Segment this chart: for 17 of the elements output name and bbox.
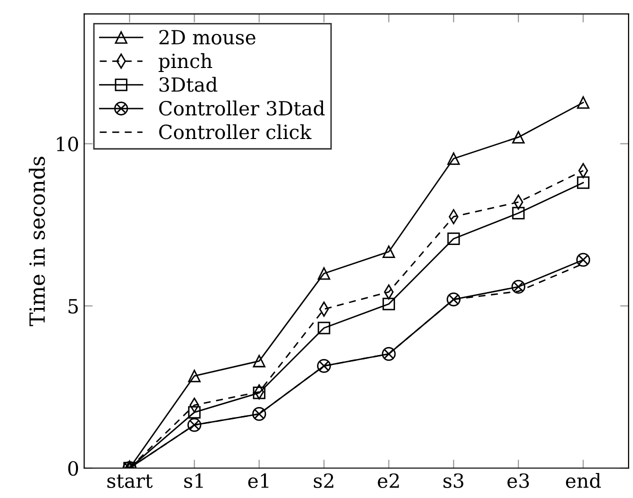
- x-tick-label: end: [566, 472, 601, 488]
- legend-label: 2D mouse: [159, 30, 256, 45]
- y-tick-label: 0: [68, 461, 78, 476]
- x-tick-label: e2: [378, 473, 399, 488]
- legend-label: pinch: [158, 53, 212, 72]
- x-tick-label: s1: [184, 473, 203, 488]
- y-tick-label: 5: [68, 299, 78, 314]
- y-tick-label: 10: [56, 136, 78, 152]
- legend-label: Controller 3Dtad: [159, 100, 325, 116]
- y-axis-title: Time in seconds: [28, 156, 45, 326]
- legend-label: 3Dtad: [160, 76, 218, 92]
- x-tick-label: e3: [507, 473, 529, 488]
- x-tick-label: s3: [444, 473, 464, 488]
- x-tick-label: s2: [314, 473, 334, 488]
- x-tick-label: e1: [248, 473, 268, 488]
- x-tick-label: start: [107, 474, 153, 488]
- legend-label: Controller click: [159, 124, 312, 140]
